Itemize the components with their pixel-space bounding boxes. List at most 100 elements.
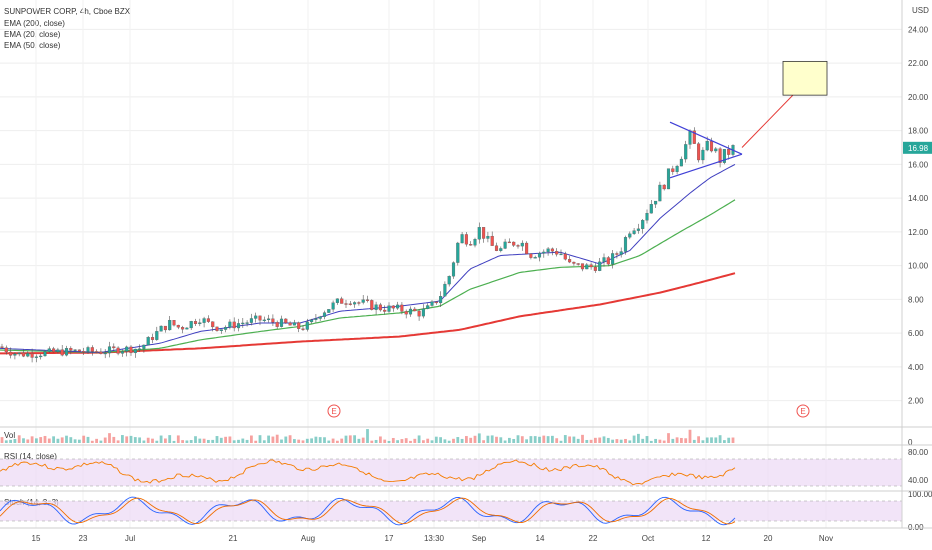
candle-body (159, 325, 163, 332)
candle-body (692, 130, 696, 144)
volume-bar (520, 436, 524, 443)
volume-bar (254, 440, 258, 443)
candle-body (494, 245, 499, 251)
volume-bar (0, 437, 4, 443)
volume-bar (181, 440, 184, 443)
volume-bar (267, 435, 270, 443)
time-tick-label: 13:30 (424, 534, 445, 543)
candle-body (254, 315, 258, 319)
volume-bar (370, 440, 374, 443)
candle-body (370, 300, 374, 310)
candle-body (568, 259, 572, 263)
candle-body (623, 237, 628, 252)
volume-bar (78, 439, 81, 443)
volume-bar (138, 437, 141, 443)
ema50-legend[interactable]: EMA (50, close) (4, 41, 61, 50)
candle-body (456, 242, 460, 263)
volume-bar (168, 435, 172, 443)
candle-body (602, 257, 606, 263)
candle-body (396, 304, 400, 309)
candle-body (589, 264, 593, 268)
volume-bar (654, 438, 657, 443)
candle-body (125, 346, 129, 352)
volume-bar (125, 436, 129, 443)
candle-body (232, 321, 236, 329)
volume-bar (516, 435, 520, 443)
candle-body (262, 319, 266, 322)
candle-body (292, 322, 296, 326)
price-axis[interactable]: USD 24.00 22.00 20.00 18.00 16.00 14.00 12.00 10… (901, 0, 932, 532)
volume-bar (585, 439, 589, 443)
drawings[interactable] (669, 60, 828, 179)
candle-body (39, 355, 43, 358)
time-tick-label: 15 (32, 534, 41, 543)
volume-bar (568, 436, 571, 443)
candle-body (348, 303, 352, 305)
volume-bar (30, 436, 34, 443)
time-tick-label: Aug (301, 534, 315, 543)
candle-body (413, 308, 417, 312)
candle-body (662, 184, 666, 190)
volume-bar (288, 435, 292, 443)
grid-lines (0, 0, 902, 528)
candle-body (301, 328, 305, 330)
volume-bar (164, 438, 167, 443)
time-tick-label: 17 (385, 534, 394, 543)
candle-body (666, 168, 671, 190)
volume-bar (387, 440, 391, 443)
rsi-line (0, 459, 736, 486)
candle-body (224, 327, 228, 330)
stoch-band (0, 501, 902, 521)
volume-bar (219, 437, 223, 443)
volume-bar (723, 440, 726, 443)
ema200-legend[interactable]: EMA (200, close) (4, 19, 65, 28)
candle-body (378, 304, 382, 311)
volume-bar (602, 436, 606, 443)
volume-bar (611, 439, 614, 443)
volume-bar (576, 438, 580, 443)
volume-bar (546, 436, 550, 443)
symbol-title[interactable]: SUNPOWER CORP, 4h, Cboe BZX (4, 7, 131, 16)
volume-bar (727, 437, 731, 443)
ema20-legend[interactable]: EMA (20, close) (4, 30, 61, 39)
candle-body (331, 302, 335, 310)
candle-body (189, 321, 193, 329)
candle-body (9, 351, 13, 356)
rsi-band (0, 459, 902, 486)
candle-body (21, 352, 26, 357)
volume-bar (396, 440, 399, 443)
candle-body (641, 220, 645, 229)
candle-body (236, 323, 241, 329)
volume-bar (241, 438, 245, 443)
price-tick-label: 16.00 (908, 160, 929, 169)
candle-body (525, 242, 529, 255)
volume-bar (662, 440, 666, 443)
candle-body (327, 309, 331, 313)
earnings-marker (327, 404, 341, 418)
volume-bar (116, 440, 120, 443)
volume-bar (688, 429, 692, 443)
candle-body (533, 257, 537, 259)
candle-body (335, 298, 339, 303)
volume-bar (718, 435, 722, 443)
volume-bar (90, 440, 94, 443)
vol-pane-label[interactable]: Vol (4, 431, 16, 440)
volume-bar (667, 433, 670, 443)
volume-bar (297, 439, 301, 443)
volume-bar (245, 439, 249, 443)
price-tick-label: 14.00 (908, 194, 929, 203)
volume-bar (606, 437, 610, 443)
volume-bar (215, 436, 219, 443)
volume-bar (559, 440, 563, 443)
volume-bar (619, 439, 623, 443)
candle-body (507, 241, 511, 244)
candle-body (155, 331, 159, 340)
rsi-pane-label[interactable]: RSI (14, close) (4, 452, 57, 461)
candle-body (684, 144, 688, 160)
time-axis[interactable]: 15 23 Jul 21 Aug 17 13:30 Sep 14 22 Oct 12 20 Nov (32, 534, 834, 543)
triangle-lower-trendline (669, 153, 743, 179)
pane-dividers[interactable] (0, 426, 932, 529)
candle-body (297, 322, 301, 329)
